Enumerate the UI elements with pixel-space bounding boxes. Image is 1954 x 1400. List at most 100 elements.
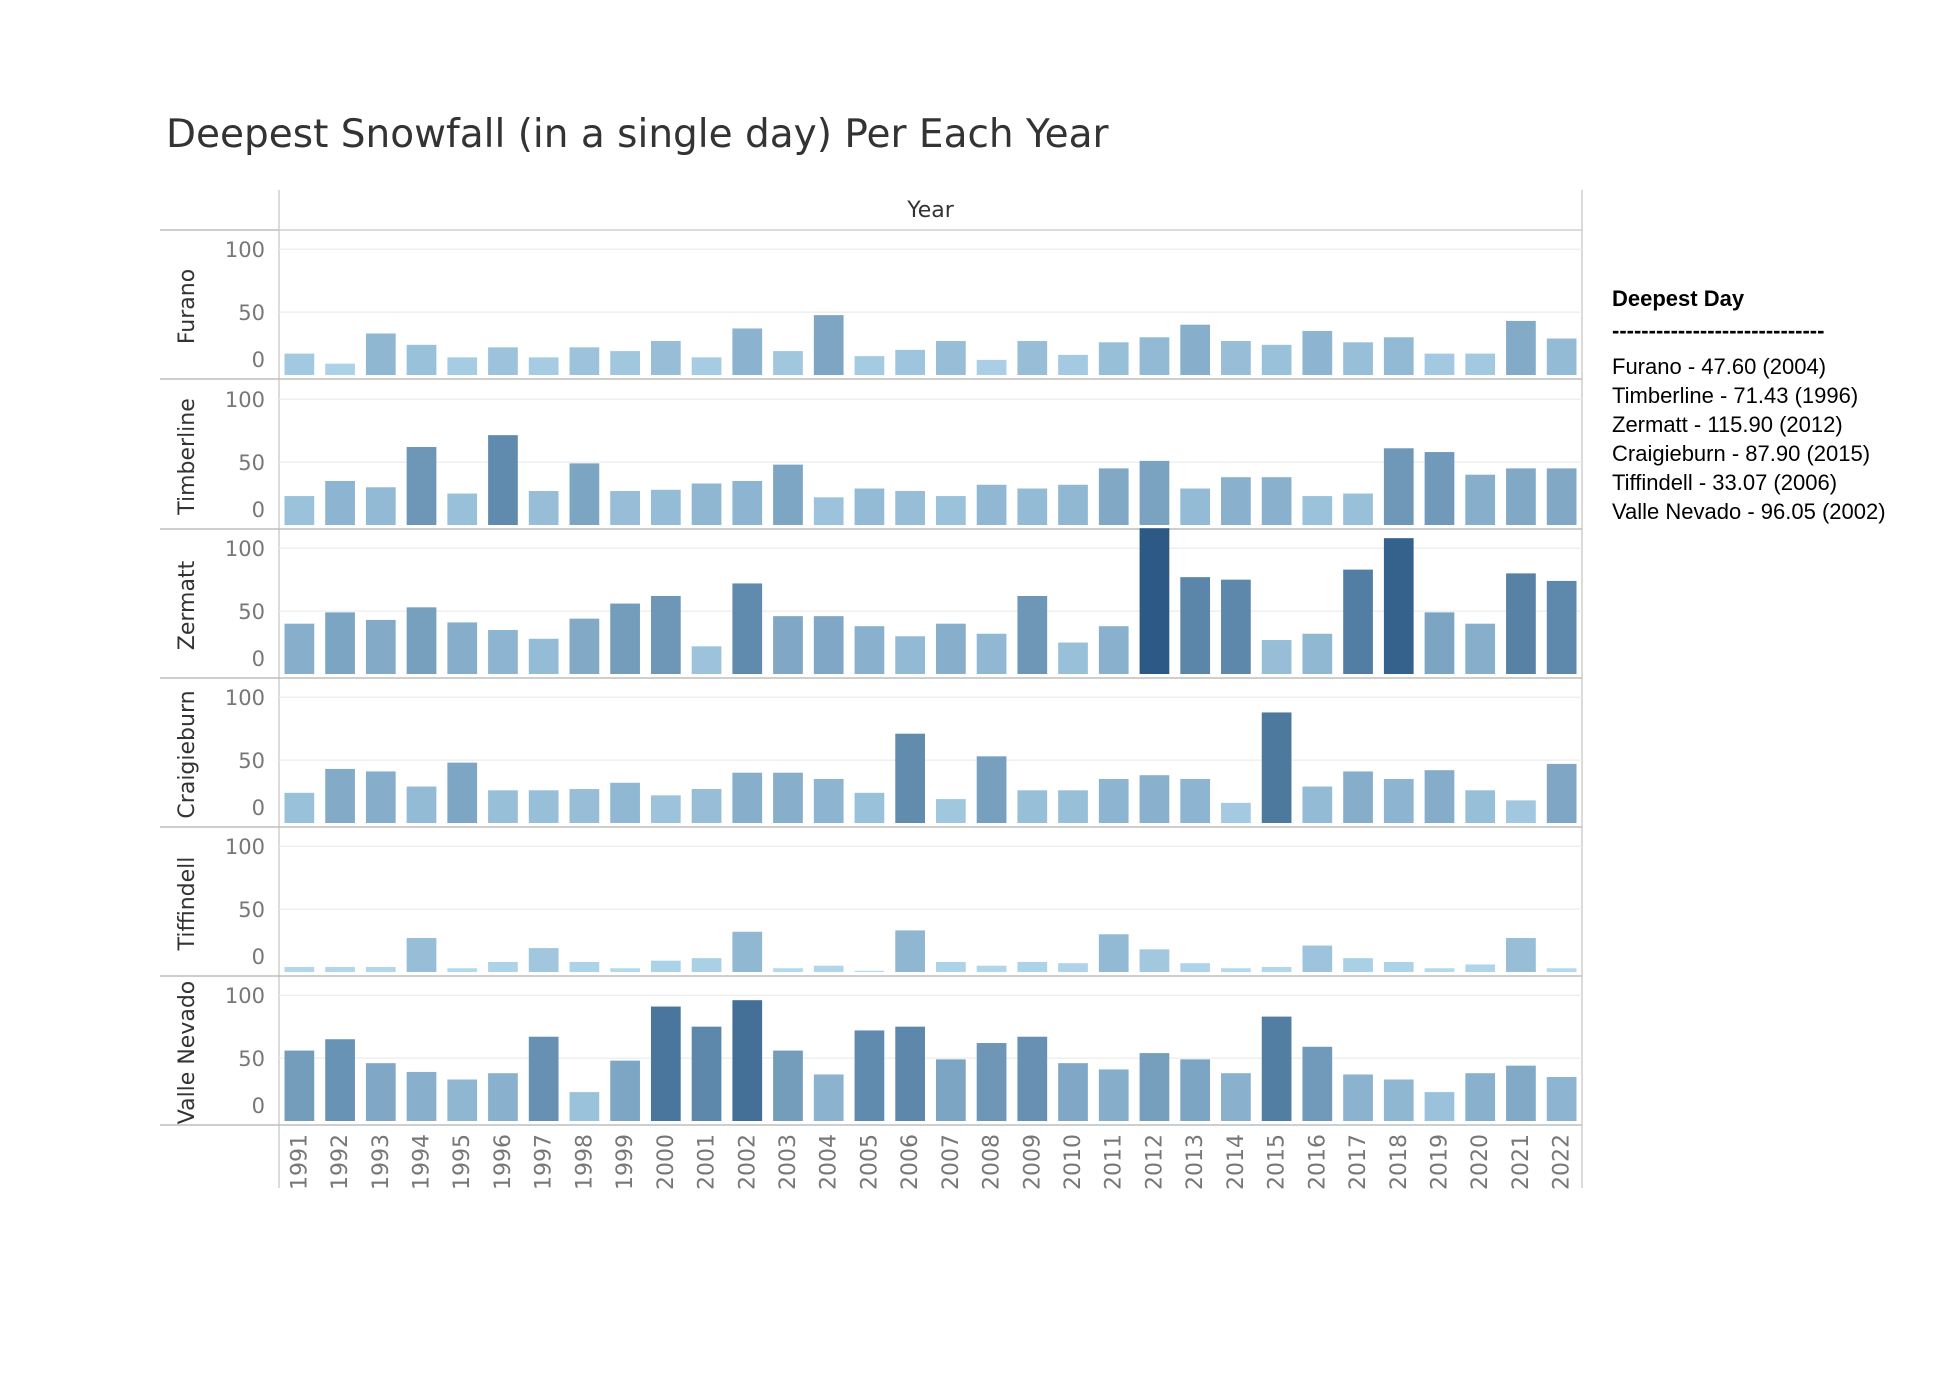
bar-furano-2001 [691, 357, 722, 375]
x-tick-2007: 2007 [939, 1134, 964, 1190]
bar-valle-nevado-2006 [895, 1026, 926, 1121]
x-tick-2003: 2003 [776, 1134, 801, 1190]
y-tick-furano-100: 100 [225, 238, 265, 262]
bar-zermatt-1992 [325, 612, 355, 674]
bar-zermatt-2012 [1139, 528, 1170, 674]
bar-craigieburn-2002 [732, 772, 763, 823]
row-label-tiffindell: Tiffindell [175, 857, 200, 952]
x-tick-2009: 2009 [1020, 1134, 1045, 1190]
x-tick-1995: 1995 [450, 1134, 475, 1190]
bar-valle-nevado-2016 [1302, 1046, 1333, 1121]
bar-valle-nevado-2008 [976, 1043, 1007, 1121]
bar-zermatt-1993 [365, 619, 396, 674]
bar-timberline-2014 [1221, 477, 1251, 525]
bar-tiffindell-1991 [284, 966, 315, 972]
row-label-craigieburn: Craigieburn [175, 690, 200, 818]
bar-valle-nevado-2018 [1383, 1079, 1414, 1121]
legend-line-furano: Furano - 47.60 (2004) [1612, 354, 1827, 379]
bar-furano-2000 [650, 341, 681, 375]
bar-timberline-2010 [1058, 484, 1088, 525]
bar-zermatt-2004 [813, 616, 844, 674]
bar-furano-1996 [488, 347, 518, 375]
x-tick-2008: 2008 [980, 1134, 1005, 1190]
bar-timberline-2012 [1139, 460, 1170, 525]
bar-furano-2007 [935, 341, 966, 375]
bar-timberline-1995 [447, 493, 478, 525]
bar-craigieburn-1991 [284, 792, 315, 823]
x-tick-1998: 1998 [572, 1134, 597, 1190]
bar-valle-nevado-1997 [528, 1036, 559, 1121]
bar-timberline-2021 [1506, 468, 1536, 525]
bar-valle-nevado-2005 [854, 1030, 885, 1121]
bar-zermatt-1995 [447, 622, 478, 674]
y-tick-zermatt-0: 0 [252, 647, 265, 671]
bar-zermatt-2005 [854, 626, 885, 674]
bar-timberline-2018 [1383, 448, 1414, 525]
y-tick-tiffindell-50: 50 [238, 898, 265, 922]
bar-craigieburn-1998 [569, 789, 600, 823]
bar-tiffindell-2011 [1098, 934, 1129, 972]
bar-craigieburn-2010 [1058, 790, 1088, 823]
x-tick-1992: 1992 [328, 1134, 353, 1190]
bar-tiffindell-1992 [325, 966, 355, 972]
bar-tiffindell-2003 [773, 968, 803, 972]
bar-tiffindell-1996 [488, 961, 518, 972]
legend-line-zermatt: Zermatt - 115.90 (2012) [1612, 412, 1843, 437]
legend-line-timberline: Timberline - 71.43 (1996) [1612, 383, 1859, 408]
bar-craigieburn-1995 [447, 762, 478, 823]
bar-timberline-2002 [732, 480, 763, 525]
x-tick-1996: 1996 [491, 1134, 516, 1190]
bar-valle-nevado-1995 [447, 1079, 478, 1121]
bar-craigieburn-1997 [528, 790, 559, 823]
bar-valle-nevado-2007 [935, 1059, 966, 1121]
bar-furano-1991 [284, 353, 315, 375]
bar-furano-2008 [976, 359, 1007, 375]
bar-valle-nevado-2022 [1546, 1076, 1577, 1121]
bar-valle-nevado-2009 [1017, 1036, 1048, 1121]
bar-craigieburn-2022 [1546, 763, 1577, 823]
bar-tiffindell-2019 [1424, 968, 1455, 972]
bar-zermatt-1994 [406, 607, 437, 674]
bar-valle-nevado-2019 [1424, 1092, 1455, 1121]
bar-furano-2019 [1424, 353, 1455, 375]
bar-zermatt-2008 [976, 633, 1007, 674]
bar-zermatt-2011 [1098, 626, 1129, 674]
x-tick-2002: 2002 [735, 1134, 760, 1190]
y-tick-furano-0: 0 [252, 348, 265, 372]
bar-furano-2014 [1221, 341, 1251, 375]
bar-tiffindell-2020 [1465, 964, 1496, 972]
bar-tiffindell-2017 [1343, 958, 1373, 972]
bar-tiffindell-2000 [650, 960, 681, 972]
y-tick-timberline-100: 100 [225, 388, 265, 412]
bar-timberline-1991 [284, 496, 315, 525]
bar-timberline-1994 [406, 447, 437, 525]
bar-timberline-2007 [935, 496, 966, 525]
bar-tiffindell-2022 [1546, 968, 1577, 972]
bar-craigieburn-1999 [610, 782, 640, 823]
bar-furano-2021 [1506, 320, 1536, 375]
bar-tiffindell-2012 [1139, 949, 1170, 972]
bar-zermatt-2015 [1261, 640, 1292, 674]
bar-craigieburn-2009 [1017, 790, 1048, 823]
bar-valle-nevado-2017 [1343, 1074, 1373, 1121]
bar-tiffindell-1994 [406, 938, 437, 972]
bar-timberline-2000 [650, 489, 681, 525]
bar-timberline-1993 [365, 487, 396, 525]
x-tick-2018: 2018 [1387, 1134, 1412, 1190]
bar-zermatt-2019 [1424, 612, 1455, 674]
legend-line-craigieburn: Craigieburn - 87.90 (2015) [1612, 441, 1871, 466]
bar-timberline-1998 [569, 463, 600, 525]
x-tick-1994: 1994 [410, 1134, 435, 1190]
bar-valle-nevado-1998 [569, 1092, 600, 1121]
bar-furano-2011 [1098, 342, 1129, 375]
bar-timberline-2004 [813, 497, 844, 525]
bar-craigieburn-2017 [1343, 771, 1373, 823]
y-tick-zermatt-100: 100 [225, 537, 265, 561]
bar-furano-2018 [1383, 337, 1414, 375]
bar-timberline-2017 [1343, 493, 1373, 525]
bar-zermatt-2003 [773, 616, 803, 674]
bar-craigieburn-2001 [691, 789, 722, 823]
y-tick-valle-nevado-100: 100 [225, 984, 265, 1008]
bar-valle-nevado-1994 [406, 1071, 437, 1121]
bar-craigieburn-2006 [895, 733, 926, 823]
